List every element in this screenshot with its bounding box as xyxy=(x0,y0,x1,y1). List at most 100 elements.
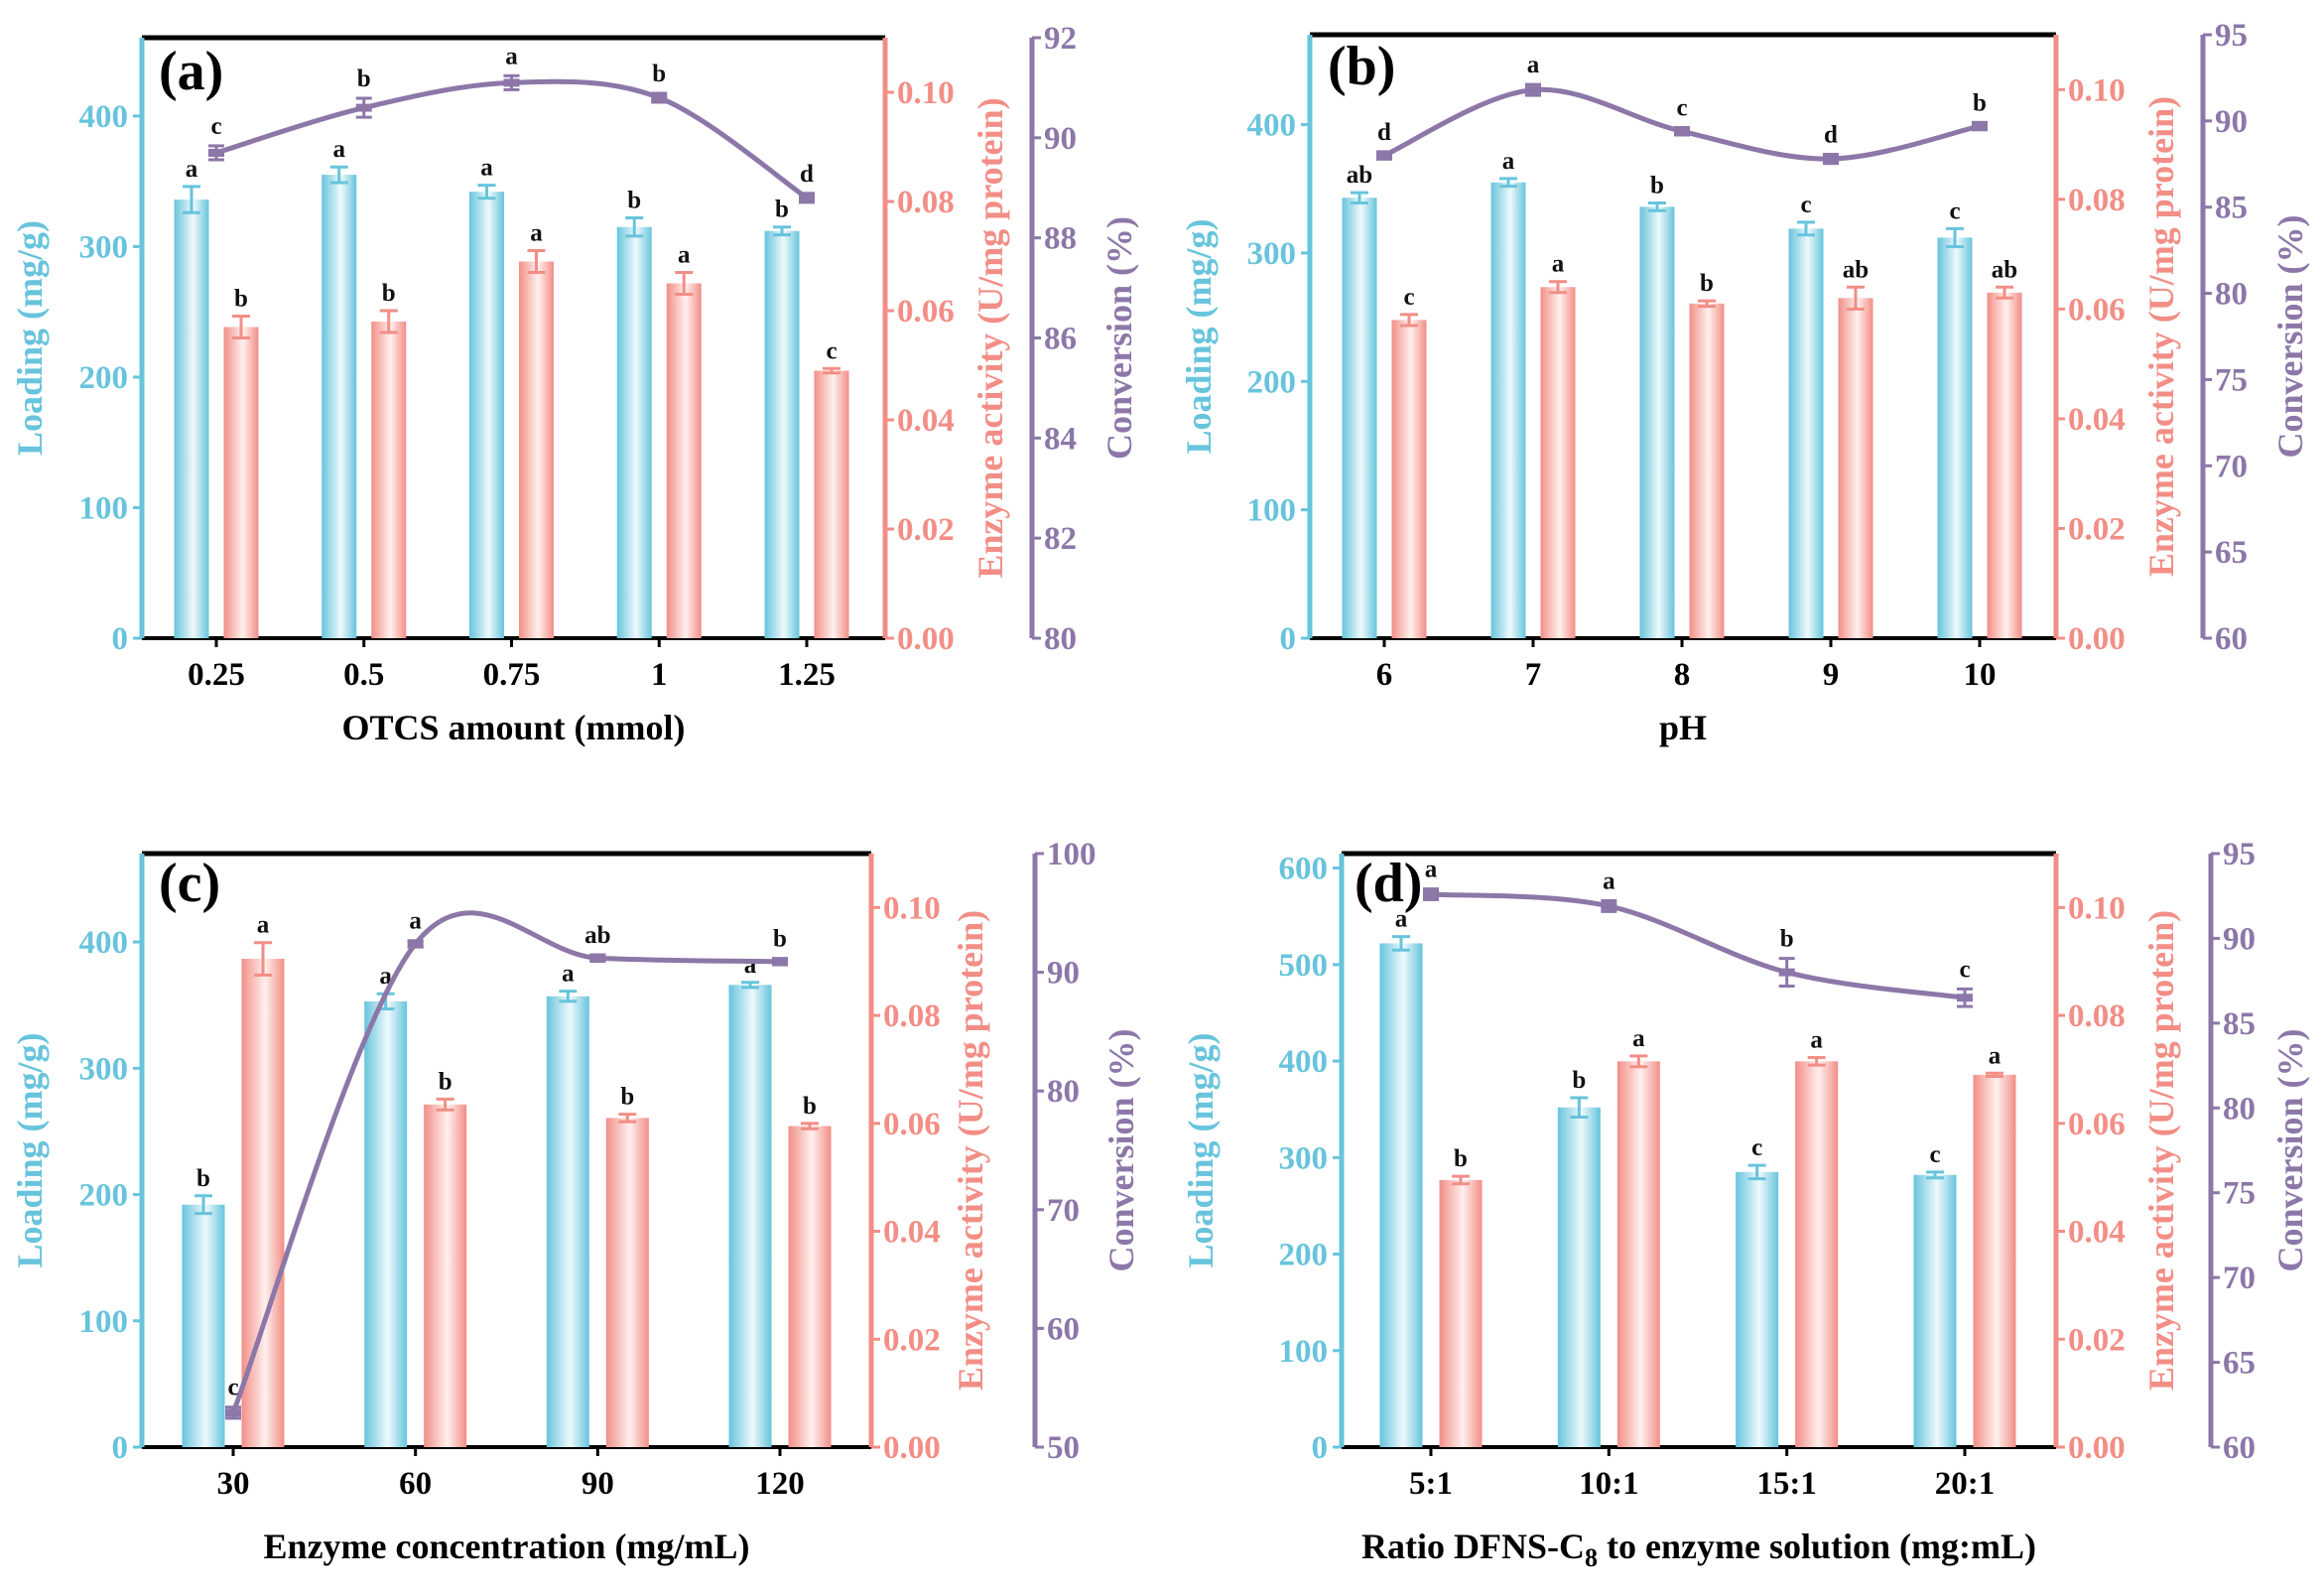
enzyme-bar xyxy=(1439,1179,1483,1447)
left-tick-label: 300 xyxy=(1279,1140,1329,1176)
conversion-tick-label: 80 xyxy=(1047,1074,1080,1110)
x-tick-label: 1.25 xyxy=(778,657,836,693)
conversion-significance-label: a xyxy=(1425,857,1438,883)
conversion-line xyxy=(1430,891,1966,1000)
left-axis-title: Loading (mg/g) xyxy=(1179,218,1219,454)
left-tick-label: 200 xyxy=(1279,1238,1329,1273)
x-tick-label: 0.5 xyxy=(343,657,384,693)
enzyme-bar xyxy=(371,322,407,638)
left-tick-label: 0 xyxy=(1280,621,1297,657)
conversion-tick-label: 70 xyxy=(2215,449,2248,484)
conversion-tick-label: 60 xyxy=(1047,1311,1080,1347)
loading-bar xyxy=(616,226,652,638)
left-tick-label: 600 xyxy=(1279,852,1329,887)
enzyme-tick-label: 0.04 xyxy=(897,403,955,439)
enzyme-tick-label: 0.00 xyxy=(2068,1430,2126,1466)
loading-bar xyxy=(546,996,589,1447)
loading-significance-label: c xyxy=(1800,192,1811,218)
enzyme-tick-label: 0.10 xyxy=(897,75,955,111)
left-tick-label: 0 xyxy=(112,621,129,657)
chart-panel-a: 0 100 200 300 400 0.00 0.02 0.04 0.06 0.08 0.10 80 8… xyxy=(10,21,1139,747)
x-tick-label: 120 xyxy=(755,1466,805,1502)
loading-bar xyxy=(764,230,800,639)
left-axis-title: Loading (mg/g) xyxy=(10,1032,50,1267)
conversion-significance-label: c xyxy=(227,1375,238,1401)
panel-label: (c) xyxy=(159,853,220,914)
loading-significance-label: b xyxy=(196,1165,210,1192)
left-tick-label: 300 xyxy=(79,229,129,265)
enzyme-bar xyxy=(1689,303,1725,638)
enzyme-significance-label: b xyxy=(1700,270,1714,297)
loading-bar xyxy=(1639,206,1675,639)
x-axis-title: pH xyxy=(1659,708,1707,747)
enzyme-bar xyxy=(1838,298,1873,638)
x-tick-label: 0.25 xyxy=(188,657,245,693)
x-axis-title: Ratio DFNS-C8 to enzyme solution (mg:mL) xyxy=(1361,1527,2036,1572)
loading-significance-label: a xyxy=(562,961,575,988)
loading-significance-label: b xyxy=(627,188,641,214)
conversion-tick-label: 85 xyxy=(2215,191,2248,226)
enzyme-significance-label: c xyxy=(826,337,837,364)
enzyme-bar xyxy=(814,370,849,638)
conversion-axis-title: Conversion (%) xyxy=(2270,1029,2310,1272)
conversion-point xyxy=(407,939,424,948)
x-tick-label: 1 xyxy=(651,657,668,693)
enzyme-axis-title: Enzyme activity (U/mg protein) xyxy=(2141,910,2181,1391)
conversion-point xyxy=(589,954,606,963)
enzyme-bar xyxy=(1973,1074,2016,1447)
loading-bar xyxy=(1913,1174,1957,1447)
conversion-significance-label: c xyxy=(1676,95,1687,122)
conversion-tick-label: 70 xyxy=(1047,1193,1080,1229)
left-tick-label: 200 xyxy=(79,1178,129,1214)
conversion-axis-title: Conversion (%) xyxy=(1099,216,1139,460)
enzyme-bar xyxy=(1987,292,2022,638)
conversion-tick-label: 82 xyxy=(1044,521,1077,557)
enzyme-significance-label: b xyxy=(620,1084,634,1111)
loading-significance-label: a xyxy=(1502,148,1515,175)
left-tick-label: 100 xyxy=(79,490,129,526)
enzyme-significance-label: b xyxy=(439,1068,452,1095)
enzyme-tick-label: 0.08 xyxy=(897,185,955,220)
conversion-significance-label: c xyxy=(1959,956,1970,983)
left-tick-label: 300 xyxy=(1247,236,1297,272)
conversion-tick-label: 80 xyxy=(2215,277,2248,313)
x-tick-label: 30 xyxy=(217,1466,250,1502)
conversion-point xyxy=(1423,890,1439,899)
enzyme-significance-label: b xyxy=(382,280,396,307)
enzyme-axis-title: Enzyme activity (U/mg protein) xyxy=(951,910,990,1391)
x-tick-label: 60 xyxy=(399,1466,432,1502)
left-axis-title: Loading (mg/g) xyxy=(10,220,50,456)
x-axis-title-subscript: 8 xyxy=(1585,1543,1598,1572)
conversion-tick-label: 65 xyxy=(2223,1346,2256,1382)
conversion-tick-label: 65 xyxy=(2215,535,2248,571)
chart-panel-b: 0 100 200 300 400 0.00 0.02 0.04 0.06 0.08 0.10 60 6… xyxy=(1179,18,2310,747)
loading-significance-label: b xyxy=(1572,1067,1586,1094)
left-tick-label: 200 xyxy=(79,360,129,396)
conversion-tick-label: 90 xyxy=(2223,921,2256,957)
enzyme-tick-label: 0.06 xyxy=(2068,1107,2126,1142)
enzyme-tick-label: 0.04 xyxy=(2068,1215,2126,1251)
loading-significance-label: a xyxy=(480,155,493,182)
conversion-tick-label: 95 xyxy=(2215,18,2248,54)
conversion-point xyxy=(1957,994,1973,1002)
conversion-point xyxy=(799,194,815,202)
conversion-significance-label: a xyxy=(409,908,422,935)
enzyme-significance-label: b xyxy=(1454,1145,1468,1172)
conversion-tick-label: 84 xyxy=(1044,421,1077,457)
loading-bar xyxy=(469,192,504,638)
enzyme-tick-label: 0.02 xyxy=(2068,1322,2126,1358)
x-tick-label: 9 xyxy=(1823,657,1840,693)
conversion-tick-label: 92 xyxy=(1044,21,1077,57)
x-axis-title-main: pH xyxy=(1659,708,1707,747)
loading-bar xyxy=(1788,228,1824,638)
loading-bar xyxy=(1937,237,1973,639)
conversion-point xyxy=(772,957,788,966)
conversion-tick-label: 90 xyxy=(2215,104,2248,140)
conversion-significance-label: a xyxy=(505,43,518,69)
loading-significance-label: a xyxy=(333,136,346,163)
left-tick-label: 500 xyxy=(1279,948,1329,984)
enzyme-bar xyxy=(788,1126,832,1447)
conversion-significance-label: b xyxy=(357,66,371,92)
panel-label: (a) xyxy=(159,41,223,102)
